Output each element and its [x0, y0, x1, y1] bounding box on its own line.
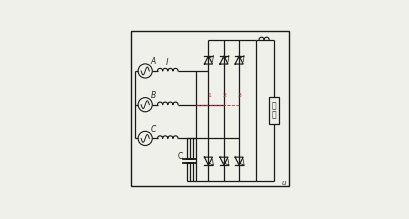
Text: B: B: [151, 91, 156, 100]
Text: A: A: [151, 57, 156, 66]
Text: 负: 负: [271, 101, 276, 110]
Text: 3: 3: [237, 93, 241, 98]
Text: 1: 1: [207, 93, 211, 98]
Text: C: C: [151, 125, 156, 134]
Text: 2: 2: [222, 93, 226, 98]
Text: u: u: [281, 180, 285, 186]
Text: l: l: [166, 58, 168, 67]
Text: C: C: [178, 152, 183, 161]
Text: 载: 载: [271, 110, 276, 119]
